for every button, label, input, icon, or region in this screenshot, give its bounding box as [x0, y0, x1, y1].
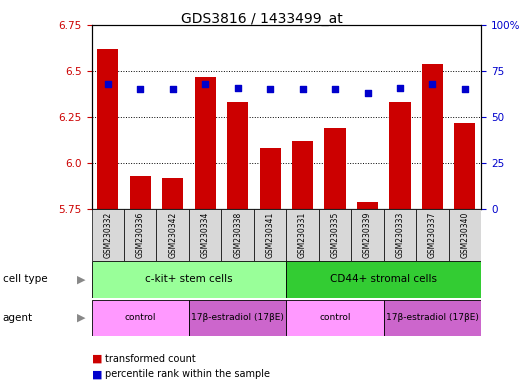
Point	[136, 86, 144, 93]
Point	[233, 84, 242, 91]
Bar	[92, 300, 189, 336]
Bar	[286, 209, 319, 261]
Point	[201, 81, 209, 87]
Bar	[254, 209, 286, 261]
Bar	[286, 261, 481, 298]
Bar	[449, 209, 481, 261]
Text: transformed count: transformed count	[105, 354, 196, 364]
Bar	[259, 149, 281, 209]
Bar	[384, 300, 481, 336]
Point	[104, 81, 112, 87]
Text: GSM230332: GSM230332	[103, 212, 112, 258]
Text: ▶: ▶	[77, 274, 85, 285]
Text: GSM230336: GSM230336	[136, 212, 145, 258]
Point	[168, 86, 177, 93]
Text: GSM230337: GSM230337	[428, 212, 437, 258]
Bar	[357, 202, 378, 209]
Text: GSM230331: GSM230331	[298, 212, 307, 258]
Text: GSM230340: GSM230340	[460, 212, 470, 258]
Bar	[319, 209, 351, 261]
Text: control: control	[124, 313, 156, 322]
Point	[299, 86, 307, 93]
Bar	[227, 103, 248, 209]
Bar	[416, 209, 449, 261]
Point	[428, 81, 437, 87]
Bar	[286, 300, 384, 336]
Text: ■: ■	[92, 369, 102, 379]
Text: GSM230333: GSM230333	[395, 212, 404, 258]
Text: ▶: ▶	[77, 313, 85, 323]
Point	[461, 86, 469, 93]
Text: GSM230338: GSM230338	[233, 212, 242, 258]
Bar	[422, 64, 443, 209]
Bar	[384, 209, 416, 261]
Point	[396, 84, 404, 91]
Text: GSM230342: GSM230342	[168, 212, 177, 258]
Bar	[156, 209, 189, 261]
Text: GSM230341: GSM230341	[266, 212, 275, 258]
Bar	[92, 261, 286, 298]
Text: CD44+ stromal cells: CD44+ stromal cells	[330, 274, 437, 285]
Text: 17β-estradiol (17βE): 17β-estradiol (17βE)	[191, 313, 284, 322]
Text: c-kit+ stem cells: c-kit+ stem cells	[145, 274, 233, 285]
Point	[331, 86, 339, 93]
Bar	[97, 49, 118, 209]
Bar	[390, 103, 411, 209]
Bar	[221, 209, 254, 261]
Bar	[324, 128, 346, 209]
Bar	[124, 209, 156, 261]
Bar	[92, 209, 124, 261]
Bar	[189, 300, 286, 336]
Bar	[162, 178, 183, 209]
Text: GSM230334: GSM230334	[201, 212, 210, 258]
Text: 17β-estradiol (17βE): 17β-estradiol (17βE)	[386, 313, 479, 322]
Point	[363, 90, 372, 96]
Bar	[195, 76, 215, 209]
Bar	[351, 209, 384, 261]
Bar	[454, 122, 475, 209]
Text: ■: ■	[92, 354, 102, 364]
Text: percentile rank within the sample: percentile rank within the sample	[105, 369, 269, 379]
Text: GDS3816 / 1433499_at: GDS3816 / 1433499_at	[180, 12, 343, 25]
Text: control: control	[320, 313, 351, 322]
Text: cell type: cell type	[3, 274, 47, 285]
Text: GSM230335: GSM230335	[331, 212, 339, 258]
Bar	[189, 209, 221, 261]
Bar	[130, 176, 151, 209]
Text: agent: agent	[3, 313, 33, 323]
Point	[266, 86, 274, 93]
Text: GSM230339: GSM230339	[363, 212, 372, 258]
Bar	[292, 141, 313, 209]
